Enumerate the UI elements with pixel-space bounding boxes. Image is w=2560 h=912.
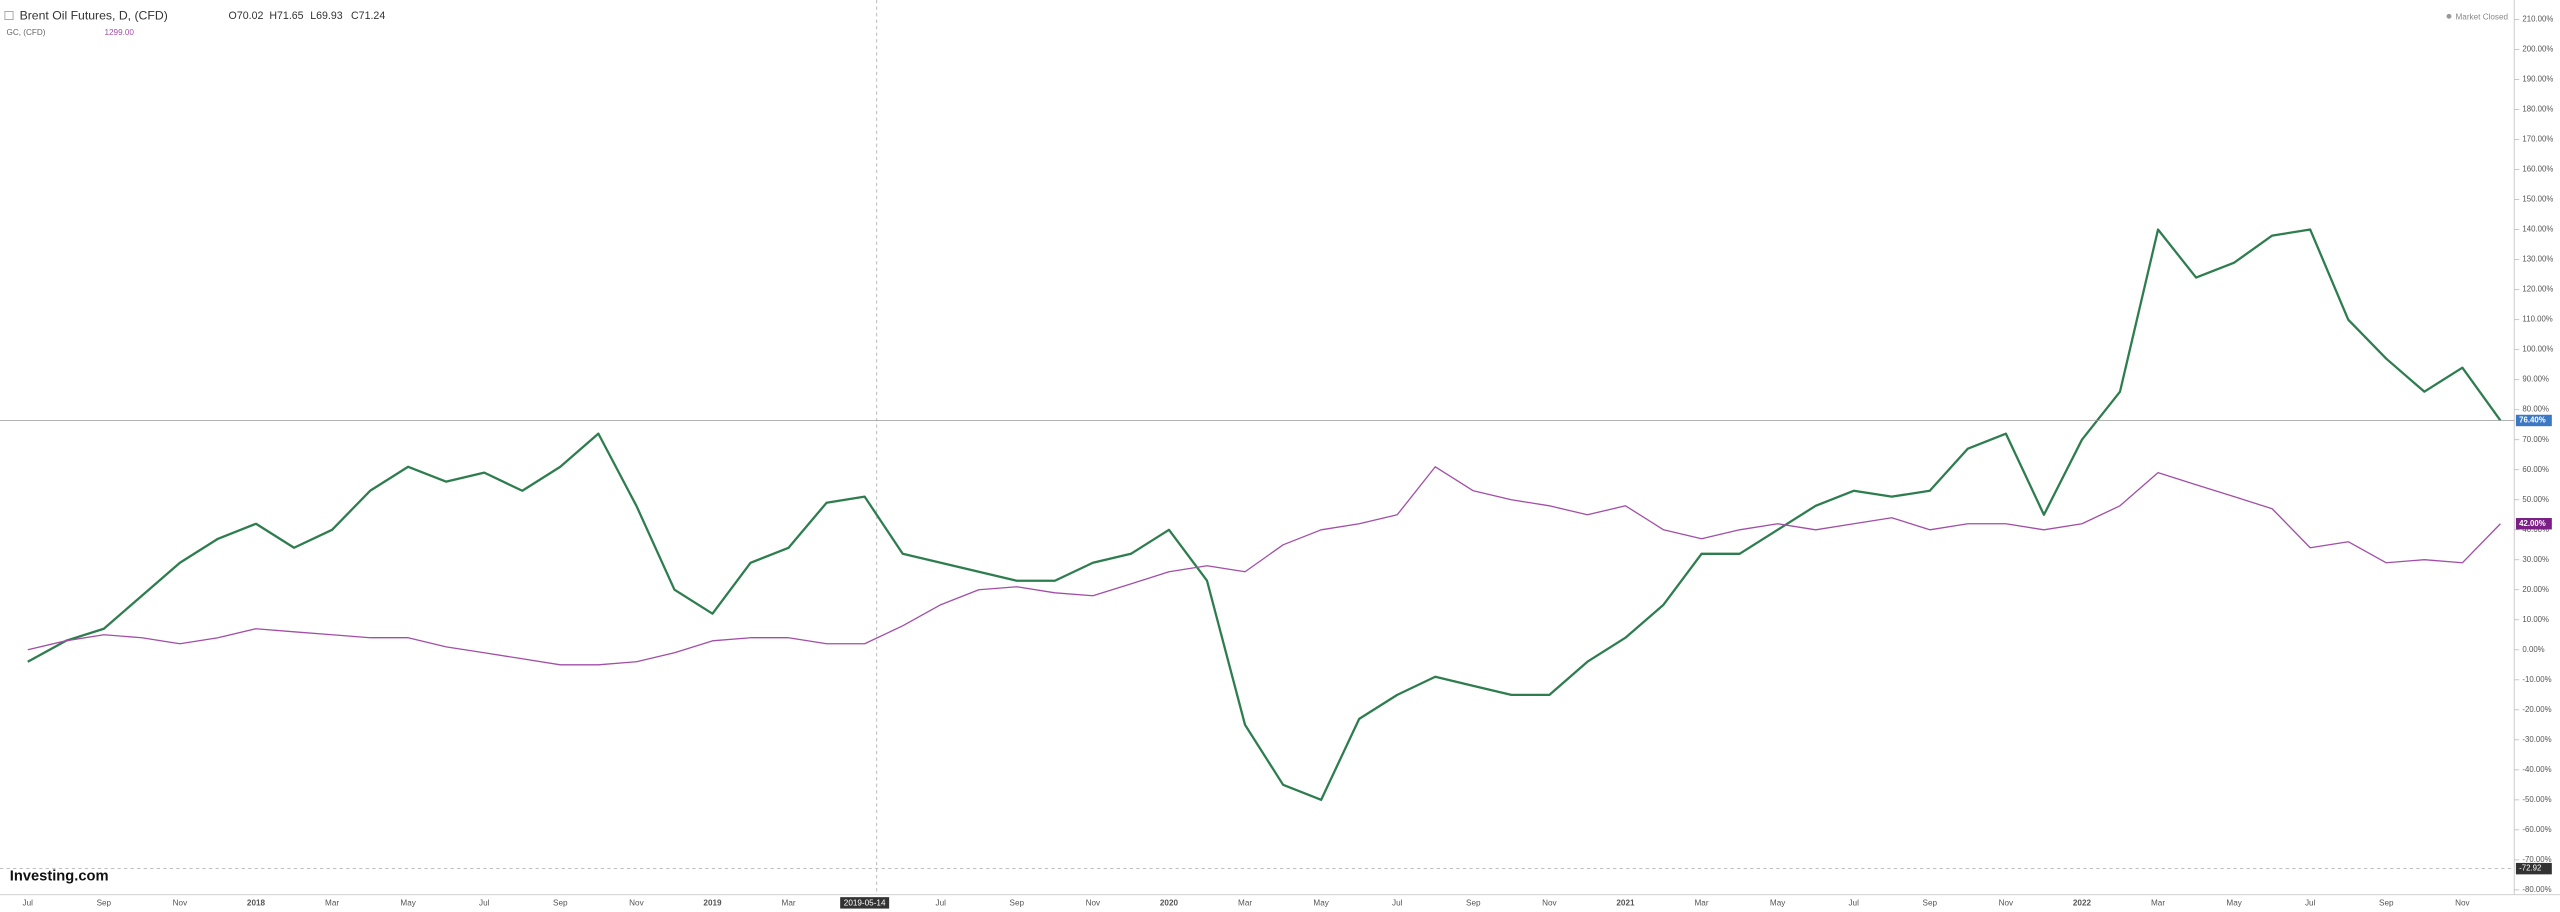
series-line <box>27 228 2502 801</box>
legend-gold: GC, (CFD) <box>7 28 46 37</box>
y-tick-label: 50.00% <box>2522 495 2549 504</box>
brand: Investing.com <box>10 869 109 885</box>
x-tick-label: 2018 <box>247 898 266 907</box>
x-tick-label: Nov <box>1542 898 1557 907</box>
x-tick-label: May <box>1770 898 1786 907</box>
x-tick-label: Sep <box>97 898 112 907</box>
x-tick-label: Jul <box>479 898 490 907</box>
x-tick-label: Jul <box>1848 898 1859 907</box>
x-tick-label: May <box>400 898 416 907</box>
x-tick-label: Jul <box>1392 898 1403 907</box>
x-tick-label: Jul <box>936 898 947 907</box>
current-value-bg <box>2515 518 2552 530</box>
y-tick-label: 80.00% <box>2522 405 2549 414</box>
y-tick-label: 10.00% <box>2522 615 2549 624</box>
crosshair-label: -72.92 <box>2519 864 2541 873</box>
x-tick-label: 2019 <box>703 898 722 907</box>
x-tick-label: Nov <box>2455 898 2470 907</box>
market-status: Market Closed <box>2456 12 2509 21</box>
y-tick-label: 210.00% <box>2522 15 2553 24</box>
x-tick-label: Sep <box>1466 898 1481 907</box>
y-tick-label: 0.00% <box>2522 645 2544 654</box>
y-tick-label: 30.00% <box>2522 555 2549 564</box>
ohlc-open: O70.02 <box>229 10 264 22</box>
y-tick-label: -80.00% <box>2522 885 2551 894</box>
x-tick-label: 2022 <box>2073 898 2092 907</box>
x-tick-label: Mar <box>2151 898 2165 907</box>
y-tick-label: -60.00% <box>2522 825 2551 834</box>
crosshair-label-bg <box>2515 862 2552 875</box>
y-tick-label: 170.00% <box>2522 135 2553 144</box>
ohlc-close: C71.24 <box>351 10 385 22</box>
collapse-icon[interactable] <box>4 11 14 21</box>
y-tick-label: 90.00% <box>2522 375 2549 384</box>
y-tick-label: 130.00% <box>2522 255 2553 264</box>
y-tick-label: -50.00% <box>2522 795 2551 804</box>
x-tick-label: Nov <box>629 898 644 907</box>
current-value-label: 76.40% <box>2519 416 2546 425</box>
x-tick-label: 2020 <box>1160 898 1179 907</box>
crosshair-x-label-bg <box>840 897 890 909</box>
x-tick-label: Mar <box>325 898 339 907</box>
x-tick-label: 2021 <box>1616 898 1635 907</box>
y-tick-label: -40.00% <box>2522 765 2551 774</box>
chart-title: Brent Oil Futures, D, (CFD) <box>20 9 168 23</box>
legend-gold-price: 1299.00 <box>104 28 134 37</box>
status-dot <box>2446 13 2452 19</box>
x-tick-label: Mar <box>1695 898 1709 907</box>
x-tick-label: Sep <box>553 898 568 907</box>
y-tick-label: -70.00% <box>2522 855 2551 864</box>
y-tick-label: -20.00% <box>2522 705 2551 714</box>
ohlc-low: L69.93 <box>310 10 343 22</box>
x-tick-label: May <box>2226 898 2242 907</box>
series-line <box>27 466 2501 666</box>
y-tick-label: 140.00% <box>2522 225 2553 234</box>
y-tick-label: 120.00% <box>2522 285 2553 294</box>
x-tick-label: Mar <box>782 898 796 907</box>
x-tick-label: Nov <box>1086 898 1101 907</box>
y-tick-label: -10.00% <box>2522 675 2551 684</box>
x-tick-label: 2019-05-14 <box>844 898 886 907</box>
y-tick-label: 60.00% <box>2522 465 2549 474</box>
y-tick-label: 100.00% <box>2522 345 2553 354</box>
y-tick-label: 180.00% <box>2522 105 2553 114</box>
x-tick-label: Jul <box>23 898 34 907</box>
y-tick-label: 160.00% <box>2522 165 2553 174</box>
current-value-label: 42.00% <box>2519 519 2546 528</box>
x-tick-label: Nov <box>173 898 188 907</box>
y-tick-label: 150.00% <box>2522 195 2553 204</box>
y-tick-label: 200.00% <box>2522 45 2553 54</box>
current-value-bg <box>2515 414 2552 427</box>
x-tick-label: May <box>1313 898 1329 907</box>
y-tick-label: 190.00% <box>2522 75 2553 84</box>
x-tick-label: Sep <box>1923 898 1938 907</box>
x-tick-label: Mar <box>1238 898 1252 907</box>
ohlc-high: H71.65 <box>269 10 303 22</box>
y-tick-label: 70.00% <box>2522 435 2549 444</box>
x-tick-label: Sep <box>2379 898 2394 907</box>
y-tick-label: 110.00% <box>2522 315 2552 324</box>
y-tick-label: -30.00% <box>2522 735 2551 744</box>
x-tick-label: Sep <box>1010 898 1025 907</box>
x-tick-label: Nov <box>1999 898 2014 907</box>
y-tick-label: 20.00% <box>2522 585 2549 594</box>
x-tick-label: Jul <box>2305 898 2316 907</box>
